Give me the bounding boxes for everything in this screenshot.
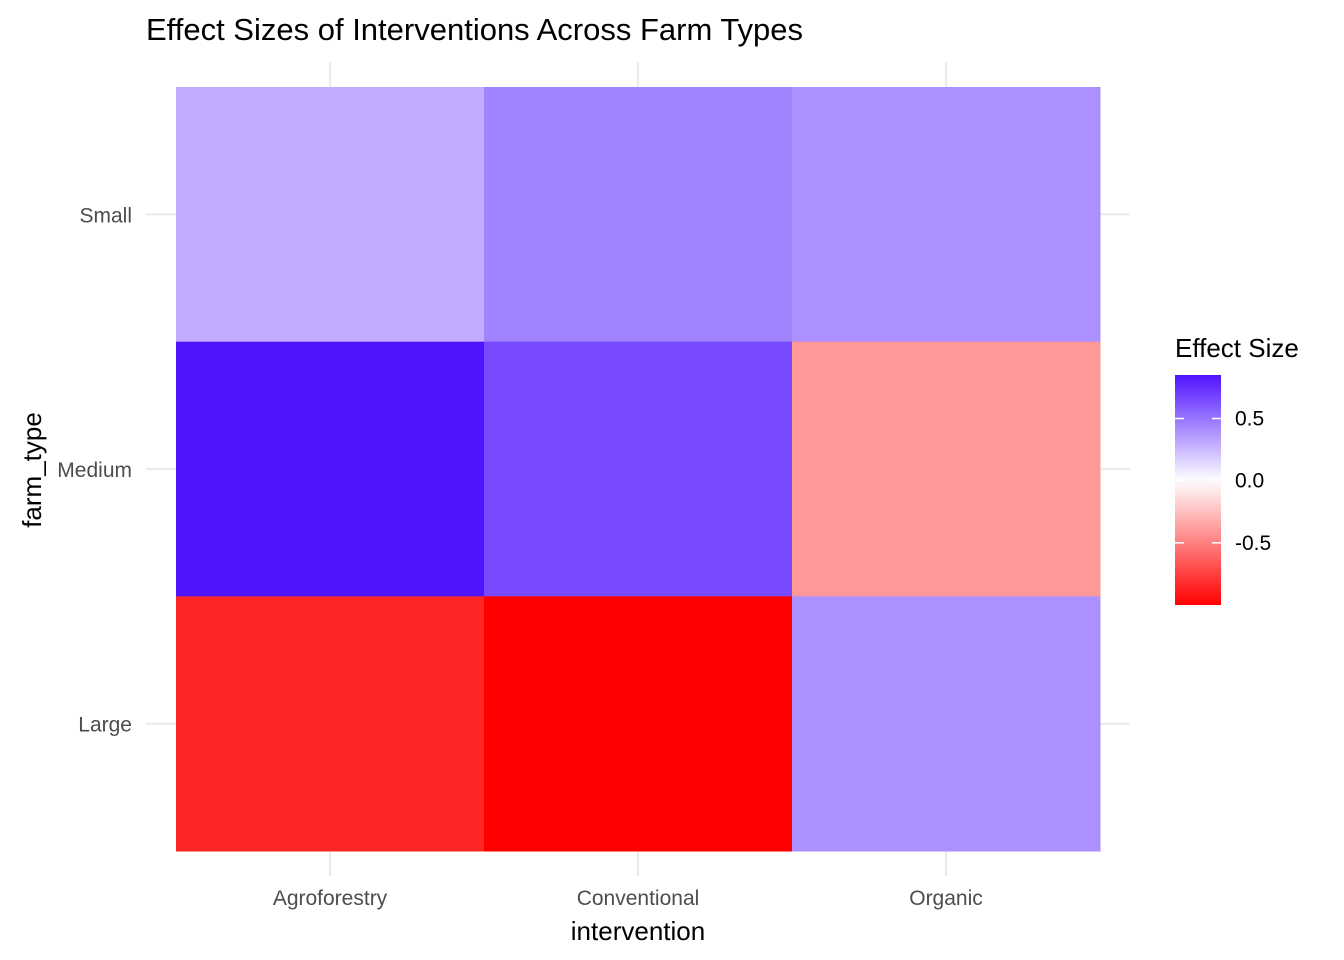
color-legend: Effect Size 0.5 0.0 -0.5 bbox=[1175, 333, 1299, 605]
x-tick-label: Organic bbox=[909, 887, 983, 910]
x-tick-label: Agroforestry bbox=[273, 887, 388, 910]
legend-title: Effect Size bbox=[1175, 333, 1299, 363]
y-tick-label: Large bbox=[78, 714, 132, 737]
heatmap-cell bbox=[792, 596, 1101, 852]
heatmap-cell bbox=[176, 596, 485, 852]
y-axis-title: farm_type bbox=[17, 412, 47, 528]
heatmap-cell bbox=[484, 341, 793, 597]
legend-ticks: 0.5 0.0 -0.5 bbox=[1175, 408, 1271, 555]
x-axis: Agroforestry Conventional Organic bbox=[273, 887, 983, 910]
legend-tick-label: 0.0 bbox=[1235, 470, 1264, 493]
heatmap-cell bbox=[176, 341, 485, 597]
heatmap-cell bbox=[176, 87, 485, 343]
heatmap-cell bbox=[792, 87, 1101, 343]
heatmap-cells bbox=[176, 87, 1101, 852]
y-axis: Small Medium Large bbox=[57, 204, 132, 736]
y-tick-label: Small bbox=[79, 204, 132, 227]
chart-title: Effect Sizes of Interventions Across Far… bbox=[146, 12, 803, 47]
legend-tick-label: -0.5 bbox=[1235, 532, 1271, 555]
y-tick-label: Medium bbox=[57, 459, 132, 482]
legend-colorbar bbox=[1175, 375, 1221, 605]
heatmap-cell bbox=[792, 341, 1101, 597]
legend-tick-label: 0.5 bbox=[1235, 408, 1264, 431]
heatmap-cell bbox=[484, 87, 793, 343]
heatmap-cell bbox=[484, 596, 793, 852]
x-axis-title: intervention bbox=[571, 916, 705, 946]
x-tick-label: Conventional bbox=[577, 887, 700, 910]
